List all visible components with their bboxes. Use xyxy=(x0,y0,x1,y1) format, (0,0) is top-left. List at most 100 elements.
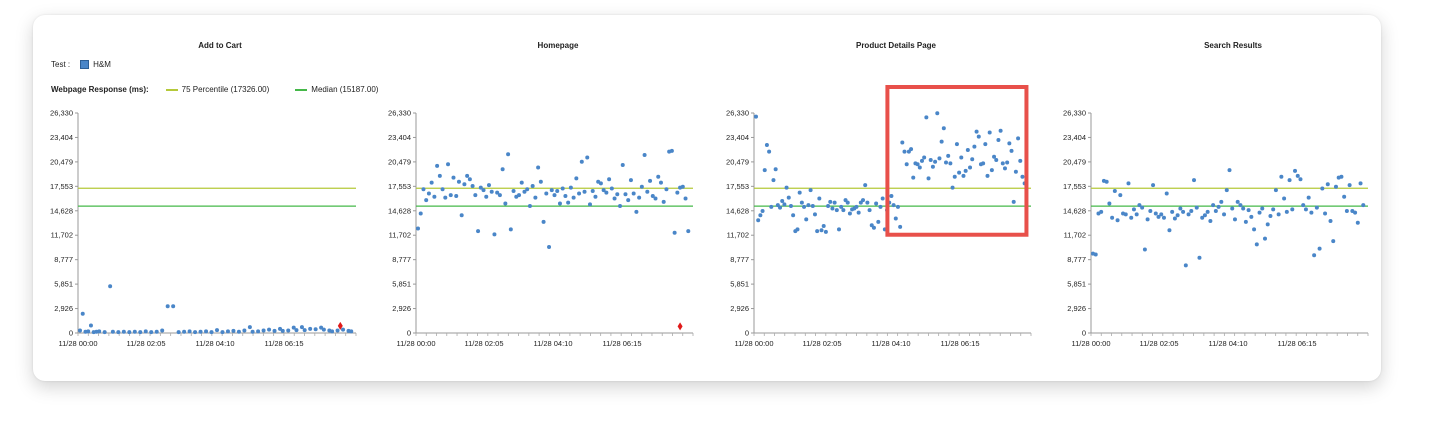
data-point xyxy=(116,330,121,335)
data-point xyxy=(291,325,296,330)
data-point xyxy=(767,149,772,154)
data-point xyxy=(267,327,272,332)
y-tick-label: 20,479 xyxy=(726,157,749,166)
data-point xyxy=(944,160,949,165)
data-point xyxy=(968,165,973,170)
data-point xyxy=(1328,219,1333,224)
data-point xyxy=(424,198,429,203)
data-point xyxy=(1002,166,1007,171)
y-tick-label: 2,926 xyxy=(392,304,411,313)
data-point xyxy=(582,189,587,194)
x-tick-label: 11/28 02:05 xyxy=(126,339,165,348)
data-point xyxy=(784,185,789,190)
y-tick-label: 23,404 xyxy=(1063,133,1086,142)
data-point xyxy=(799,200,804,205)
data-point xyxy=(675,190,680,195)
data-point xyxy=(1298,177,1303,182)
data-point xyxy=(788,203,793,208)
data-point xyxy=(1093,252,1098,257)
y-tick-label: 26,330 xyxy=(388,109,411,118)
x-tick-label: 11/28 04:10 xyxy=(533,339,572,348)
data-point xyxy=(604,190,609,195)
data-point xyxy=(1320,186,1325,191)
data-point xyxy=(935,111,940,116)
test-legend: Test : H&M xyxy=(51,60,111,69)
data-point xyxy=(110,329,115,334)
y-tick-label: 17,553 xyxy=(50,182,73,191)
legend-item-median[interactable]: Median (15187.00) xyxy=(295,85,378,94)
data-point xyxy=(950,185,955,190)
data-point xyxy=(760,209,765,214)
data-point xyxy=(836,227,841,232)
data-point xyxy=(618,203,623,208)
data-point xyxy=(220,330,225,335)
data-point xyxy=(771,178,776,183)
threshold-legend: Webpage Response (ms): 75 Percentile (17… xyxy=(51,85,404,94)
data-point xyxy=(308,326,313,331)
data-point xyxy=(626,198,631,203)
data-point xyxy=(294,328,299,333)
data-point xyxy=(547,244,552,249)
data-point xyxy=(102,330,107,335)
data-point xyxy=(778,205,783,210)
x-tick-label: 11/28 02:05 xyxy=(464,339,503,348)
data-point xyxy=(198,329,203,334)
data-point xyxy=(149,330,154,335)
data-point xyxy=(1156,214,1161,219)
data-point xyxy=(826,203,831,208)
p75-label: 75 Percentile (17326.00) xyxy=(181,85,270,94)
test-name[interactable]: H&M xyxy=(93,60,111,69)
data-point xyxy=(1181,209,1186,214)
data-point xyxy=(525,187,530,192)
x-tick-label: 11/28 06:15 xyxy=(940,339,979,348)
data-point xyxy=(996,137,1001,142)
data-point xyxy=(847,211,852,216)
data-point xyxy=(1219,199,1224,204)
data-point xyxy=(1235,199,1240,204)
data-point xyxy=(861,198,866,203)
data-point xyxy=(187,329,192,334)
data-point xyxy=(1353,210,1358,215)
y-tick-label: 26,330 xyxy=(50,109,73,118)
data-point xyxy=(828,199,833,204)
data-point xyxy=(250,329,255,334)
data-point xyxy=(1013,169,1018,174)
data-point xyxy=(341,327,346,332)
data-point xyxy=(321,327,326,332)
data-point xyxy=(121,329,126,334)
data-point xyxy=(1301,203,1306,208)
data-point xyxy=(791,213,796,218)
data-point xyxy=(80,311,85,316)
data-point xyxy=(653,196,658,201)
y-tick-label: 0 xyxy=(407,329,411,338)
y-tick-label: 20,479 xyxy=(50,157,73,166)
data-point xyxy=(994,158,999,163)
data-point xyxy=(1347,183,1352,188)
data-point xyxy=(1189,209,1194,214)
x-tick-label: 11/28 00:00 xyxy=(734,339,773,348)
data-point xyxy=(486,183,491,188)
data-point xyxy=(819,228,824,233)
data-point xyxy=(1140,205,1145,210)
data-point xyxy=(1241,206,1246,211)
data-point xyxy=(609,186,614,191)
data-point xyxy=(1134,212,1139,217)
data-point xyxy=(538,179,543,184)
data-point xyxy=(1344,209,1349,214)
data-point xyxy=(909,147,914,152)
chart-title-product-details: Product Details Page xyxy=(855,41,937,50)
legend-item-p75[interactable]: 75 Percentile (17326.00) xyxy=(165,85,270,94)
data-point xyxy=(435,163,440,168)
data-point xyxy=(256,329,261,334)
data-point xyxy=(1175,213,1180,218)
data-point xyxy=(856,210,861,215)
data-point xyxy=(786,195,791,200)
y-tick-label: 26,330 xyxy=(726,109,749,118)
data-point xyxy=(680,184,685,189)
y-tick-label: 14,628 xyxy=(50,206,73,215)
data-point xyxy=(810,203,815,208)
data-point xyxy=(418,211,423,216)
data-point xyxy=(874,201,879,206)
data-point xyxy=(915,162,920,167)
data-point xyxy=(204,329,209,334)
